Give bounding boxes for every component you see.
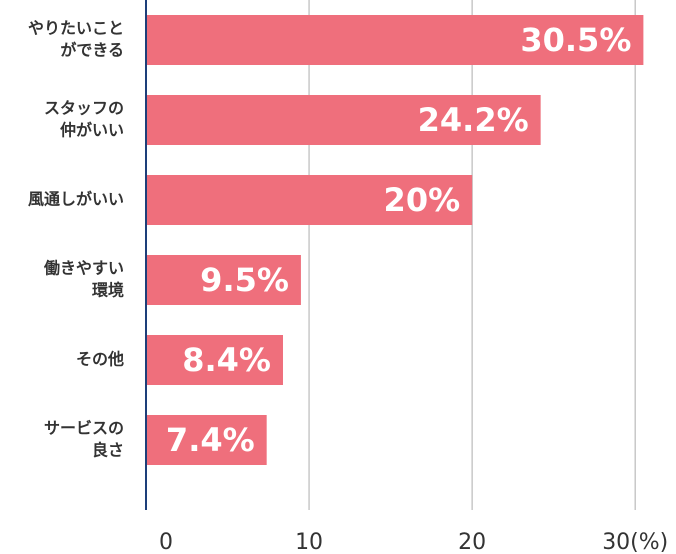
category-label: 環境 bbox=[92, 281, 124, 300]
x-tick-label: 0 bbox=[159, 530, 173, 554]
x-tick-label: 30(%) bbox=[602, 530, 668, 554]
bar bbox=[146, 95, 541, 145]
value-label: 8.4% bbox=[182, 341, 271, 379]
category-label: 良さ bbox=[92, 441, 124, 460]
value-label: 20% bbox=[384, 181, 461, 219]
category-label: その他 bbox=[76, 350, 124, 369]
category-label: ができる bbox=[60, 41, 124, 60]
category-label: やりたいこと bbox=[28, 19, 124, 38]
value-label: 24.2% bbox=[418, 101, 529, 139]
x-tick-label: 20 bbox=[458, 530, 486, 554]
category-label: 働きやすい bbox=[43, 259, 124, 278]
value-label: 9.5% bbox=[200, 261, 289, 299]
category-label: スタッフの bbox=[44, 99, 124, 118]
bar bbox=[146, 335, 283, 385]
category-label: サービスの bbox=[44, 419, 124, 438]
bar bbox=[146, 175, 473, 225]
value-label: 7.4% bbox=[166, 421, 255, 459]
category-label: 仲がいい bbox=[60, 121, 124, 140]
bar bbox=[146, 15, 644, 65]
bar bbox=[146, 415, 267, 465]
value-label: 30.5% bbox=[520, 21, 631, 59]
category-label: 風通しがいい bbox=[28, 190, 124, 209]
x-tick-label: 10 bbox=[295, 530, 323, 554]
bar bbox=[146, 255, 301, 305]
